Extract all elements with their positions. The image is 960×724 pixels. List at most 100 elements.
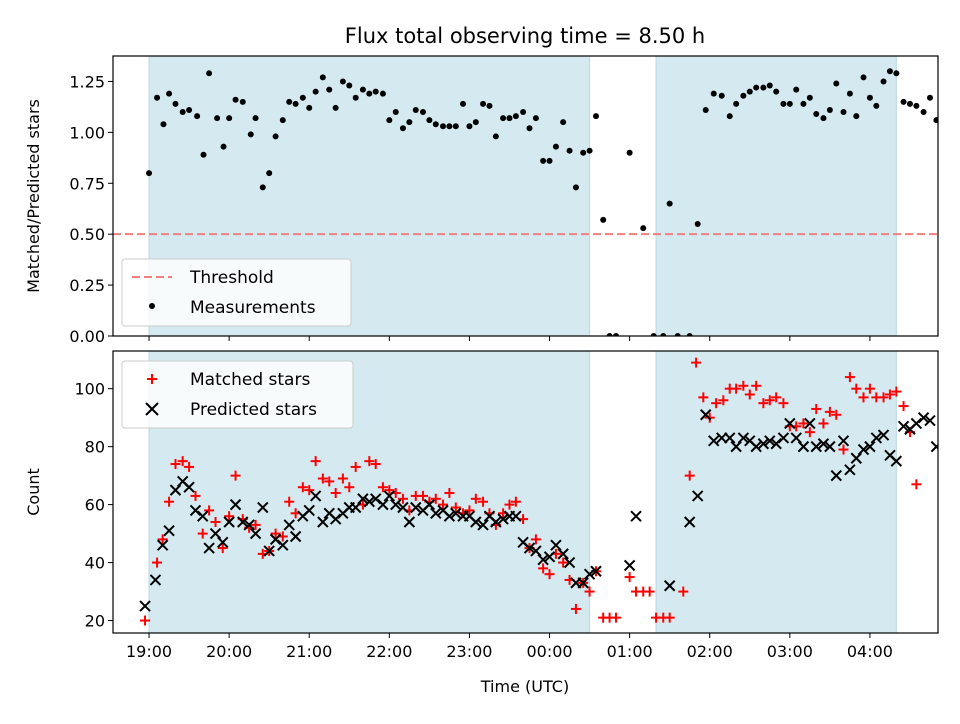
measurement-point (694, 221, 701, 227)
measurement-point (760, 84, 767, 91)
measurement-point (873, 102, 880, 109)
matched-star-point (157, 534, 168, 545)
measurement-point (492, 133, 499, 140)
x-b (277, 539, 289, 551)
predicted-star-point (537, 553, 549, 566)
predicted-star-point (757, 438, 770, 450)
x-b (410, 501, 422, 514)
x-b (490, 516, 502, 528)
y-tick-label: 0.00 (69, 327, 105, 346)
measurement-point (466, 123, 473, 130)
matched-star-point (204, 505, 215, 516)
measurement-point (406, 119, 413, 126)
x-b (730, 440, 742, 453)
x-tick-label: 03:00 (767, 642, 813, 661)
predicted-star-point (790, 432, 802, 444)
predicted-star-point (730, 440, 742, 453)
x-b (357, 493, 369, 505)
predicted-star-point (817, 438, 830, 450)
measurement-point (206, 70, 213, 77)
y-tick-label: 1.00 (69, 123, 105, 142)
x-tick-label: 20:00 (206, 642, 252, 661)
matched-star-point (611, 612, 622, 623)
matched-star-point (510, 496, 521, 507)
predicted-star-point (156, 539, 169, 551)
matched-star-point (190, 490, 201, 501)
x-tick-label: 04:00 (847, 642, 893, 661)
axes-frame (112, 350, 939, 634)
predicted-star-point (708, 435, 720, 447)
predicted-star-point (317, 516, 329, 528)
predicted-star-point (277, 539, 289, 551)
axes-frame (112, 55, 939, 337)
measurement-point (299, 94, 306, 101)
x-b (169, 484, 182, 496)
predicted-star-point (857, 443, 870, 456)
matched-star-point (330, 488, 341, 499)
predicted-star-point (510, 510, 522, 522)
predicted-star-point (443, 510, 456, 522)
legend-label: Threshold (189, 268, 274, 288)
x-b (777, 432, 790, 444)
x-b (370, 493, 382, 505)
measurement-point (840, 109, 847, 115)
x-tick-label: 19:00 (126, 642, 172, 661)
matched-star-point (884, 389, 895, 400)
y-axis-label: Matched/Predicted stars (24, 99, 43, 293)
x-b (557, 548, 569, 560)
x-b (583, 568, 596, 580)
predicted-star-point (223, 516, 235, 528)
data-points (139, 357, 938, 626)
matched-star-point (270, 528, 281, 539)
x-axis-label: Time (UTC) (480, 677, 569, 696)
measurement-point (786, 100, 793, 107)
measurement-point (733, 100, 740, 107)
matched-star-point (731, 383, 742, 394)
measurement-point (446, 123, 453, 130)
x-b (937, 450, 938, 452)
predicted-star-point (864, 440, 876, 453)
x-b (309, 490, 322, 502)
measurement-point (806, 94, 813, 101)
matched-star-point (370, 459, 381, 470)
matched-star-point (778, 398, 789, 409)
predicted-star-point (403, 516, 416, 528)
measurement-point (820, 115, 827, 122)
measurement-point (366, 90, 373, 97)
x-b (237, 516, 249, 528)
matched-star-point (224, 511, 235, 522)
legend-box (121, 360, 354, 429)
x-b (550, 539, 562, 551)
predicted-star-point (217, 536, 229, 548)
x-b (623, 559, 636, 572)
matched-star-point (250, 519, 261, 530)
x-b (817, 438, 830, 450)
y-tick-label: 40 (85, 554, 105, 573)
x-b (530, 545, 542, 557)
predicted-star-point (283, 519, 295, 531)
measurement-point (352, 94, 359, 101)
y-tick-label: 0.75 (69, 174, 105, 193)
x-b (797, 440, 810, 453)
matched-star-point (798, 418, 809, 429)
predicted-star-point (692, 490, 704, 502)
predicted-star-point (683, 516, 696, 528)
x-b (810, 440, 822, 453)
measurement-point (866, 94, 873, 101)
predicted-star-point (430, 507, 442, 520)
measurement-point (546, 157, 553, 164)
measurement-point (440, 123, 446, 130)
x-b (263, 545, 275, 557)
measurement-point (586, 147, 593, 154)
measurement-point (372, 88, 379, 95)
x-b (149, 574, 162, 586)
measurement-point (312, 88, 319, 95)
predicted-star-point (543, 551, 556, 563)
x-b (930, 443, 938, 453)
x-b (249, 527, 262, 540)
matched-star-point (544, 569, 555, 580)
predicted-star-point (777, 432, 790, 444)
x-b (156, 539, 169, 551)
predicted-star-point (423, 498, 436, 511)
matched-star-point (284, 496, 295, 507)
